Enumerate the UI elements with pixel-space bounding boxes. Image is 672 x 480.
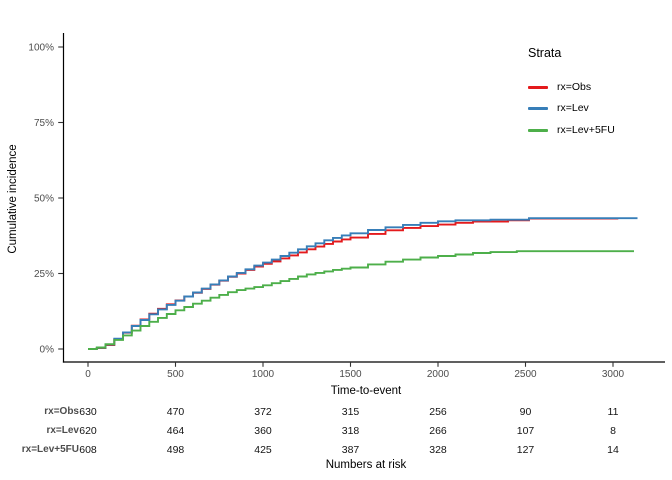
risk-count: 360 [254,425,272,437]
risk-count: 14 [607,444,619,456]
risk-count: 11 [607,406,619,418]
risk-count: 256 [429,406,447,418]
risk-count: 630 [79,406,97,418]
risk-count: 318 [341,425,360,437]
risk-count: 425 [254,444,272,456]
x-tick-label: 1000 [252,369,275,380]
y-axis-title: Cumulative incidence [7,144,19,254]
curve-rx-obs [88,217,619,350]
risk-count: 608 [79,444,97,456]
y-tick-label: 100% [28,43,54,54]
legend-item-obs: rx=Obs [528,80,591,94]
risk-table-title: Numbers at risk [325,459,407,471]
y-tick-label: 50% [34,194,54,205]
curve-rx-lev-5fu [88,250,634,350]
risk-count: 107 [516,425,535,437]
legend-item-label: rx=Obs [557,81,592,93]
x-tick-label: 1500 [339,369,362,380]
legend-line-swatch-red [528,85,548,89]
risk-count: 464 [166,425,185,437]
x-tick-label: 0 [85,369,91,380]
risk-count: 620 [79,425,97,437]
x-tick-label: 2000 [427,369,450,380]
risk-count: 498 [166,444,185,456]
y-tick-label: 25% [34,269,54,280]
legend-line-swatch-blue [528,106,548,110]
legend-line-swatch-green [528,128,548,132]
risk-row-label: rx=Lev [46,425,79,436]
risk-count: 470 [166,406,185,418]
x-axis-title: Time-to-event [330,385,402,397]
risk-count: 372 [254,406,272,418]
risk-count: 8 [610,425,616,437]
risk-count: 266 [429,425,447,437]
legend-item-lev: rx=Lev [528,101,589,115]
risk-row-label: rx=Obs [44,406,79,417]
risk-count: 127 [516,444,535,456]
y-tick-label: 75% [34,118,54,129]
x-tick-label: 3000 [602,369,625,380]
x-tick-label: 2500 [514,369,537,380]
risk-count: 387 [341,444,360,456]
legend-item-label: rx=Lev [557,102,589,114]
legend-title: Strata [528,46,562,60]
risk-count: 315 [341,406,360,418]
y-tick-label: 0% [40,345,55,356]
risk-count: 90 [519,406,532,418]
x-tick-label: 500 [167,369,184,380]
legend-item-lev5fu: rx=Lev+5FU [528,123,615,137]
curve-rx-lev [88,217,638,350]
risk-row-label: rx=Lev+5FU [21,444,79,455]
risk-count: 328 [429,444,447,456]
legend-item-label: rx=Lev+5FU [557,124,615,136]
